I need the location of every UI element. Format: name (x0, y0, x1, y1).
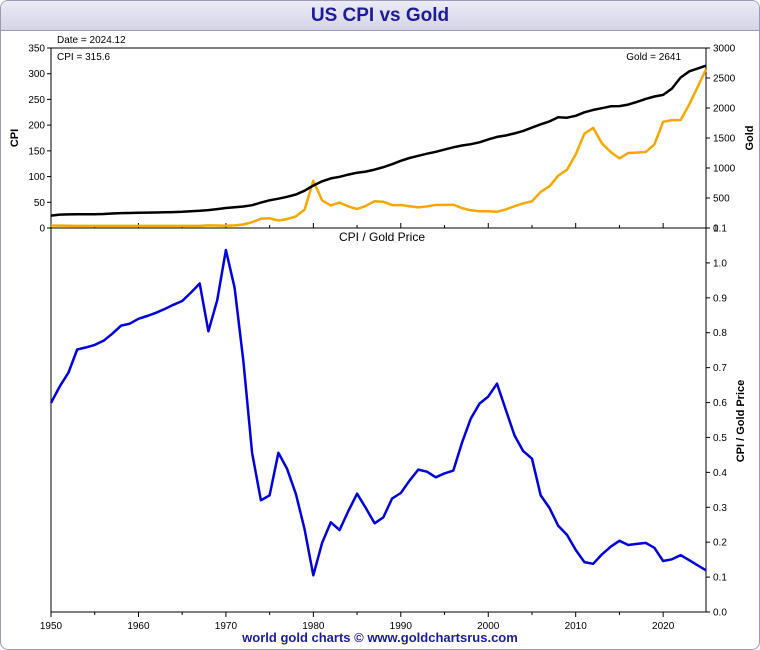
cpi-series-line (50, 64, 707, 217)
cpi-tick-label: 350 (28, 44, 45, 55)
gold-tick-label: 2000 (713, 104, 736, 115)
x-tick-label: 1970 (215, 621, 238, 629)
cpi-tick-label: 0 (39, 224, 45, 235)
cpi-tick-label: 200 (28, 121, 45, 132)
cpi-axis-tick-labels: 0 50 100 150 200 250 300 350 (28, 44, 45, 235)
x-tick-label: 2020 (652, 621, 675, 629)
upper-plot-area (50, 47, 707, 229)
ratio-tick-label: 0.7 (713, 363, 727, 374)
x-tick-label: 2010 (565, 621, 588, 629)
cpi-tick-label: 300 (28, 69, 45, 80)
ratio-tick-label: 0.5 (713, 433, 727, 444)
gold-tick-label: 2500 (713, 74, 736, 85)
chart-canvas: 0 50 100 150 200 250 300 350 0 500 1000 1500 2000 25… (9, 35, 756, 629)
lower-plot-area (50, 227, 707, 613)
gold-readout: Gold = 2641 (626, 52, 681, 63)
title-bar: US CPI vs Gold (1, 1, 759, 31)
x-tick-label: 1980 (302, 621, 325, 629)
ratio-tick-label: 0.4 (713, 468, 727, 479)
x-tick-label: 1990 (390, 621, 413, 629)
ratio-tick-label: 0.9 (713, 293, 727, 304)
cpi-readout: CPI = 315.6 (57, 52, 111, 63)
ratio-series-line (49, 248, 707, 577)
gold-series-line (51, 68, 708, 228)
ratio-panel-title: CPI / Gold Price (339, 230, 425, 244)
cpi-tick-label: 50 (34, 198, 46, 209)
x-axis-tick-labels: 1950 1960 1970 1980 1990 2000 2010 2020 (40, 621, 675, 629)
cpi-axis-title: CPI (9, 129, 21, 147)
gold-axis-tick-labels: 0 500 1000 1500 2000 2500 3000 (713, 44, 736, 235)
x-tick-label: 1950 (40, 621, 63, 629)
lower-tick-marks (50, 227, 710, 617)
cpi-tick-label: 250 (28, 95, 45, 106)
ratio-tick-label: 1.0 (713, 258, 727, 269)
ratio-axis-title: CPI / Gold Price (735, 380, 747, 463)
x-tick-label: 1960 (127, 621, 150, 629)
gold-tick-label: 3000 (713, 44, 736, 55)
ratio-tick-label: 1.1 (713, 224, 727, 235)
date-readout: Date = 2024.12 (57, 35, 126, 46)
gold-tick-label: 0 (713, 224, 719, 235)
ratio-tick-label: 0.8 (713, 328, 727, 339)
cpi-tick-label: 150 (28, 146, 45, 157)
chart-title: US CPI vs Gold (310, 5, 450, 26)
x-tick-label: 2000 (477, 621, 500, 629)
ratio-tick-label: 0.6 (713, 398, 727, 409)
ratio-axis-tick-labels: 0.0 0.1 0.2 0.3 0.4 0.5 0.6 0.7 0.8 0.9 1.0 1.1 (713, 224, 727, 619)
ratio-tick-label: 0.2 (713, 538, 727, 549)
gold-tick-label: 1000 (713, 164, 736, 175)
footer-credit: world gold charts © www.goldchartsrus.co… (242, 630, 518, 645)
cpi-tick-label: 100 (28, 172, 45, 183)
gold-tick-label: 1500 (713, 134, 736, 145)
ratio-tick-label: 0.1 (713, 573, 727, 584)
gold-tick-label: 500 (713, 194, 730, 205)
ratio-tick-label: 0.0 (713, 608, 727, 619)
ratio-tick-label: 0.3 (713, 503, 727, 514)
gold-axis-title: Gold (744, 125, 756, 150)
